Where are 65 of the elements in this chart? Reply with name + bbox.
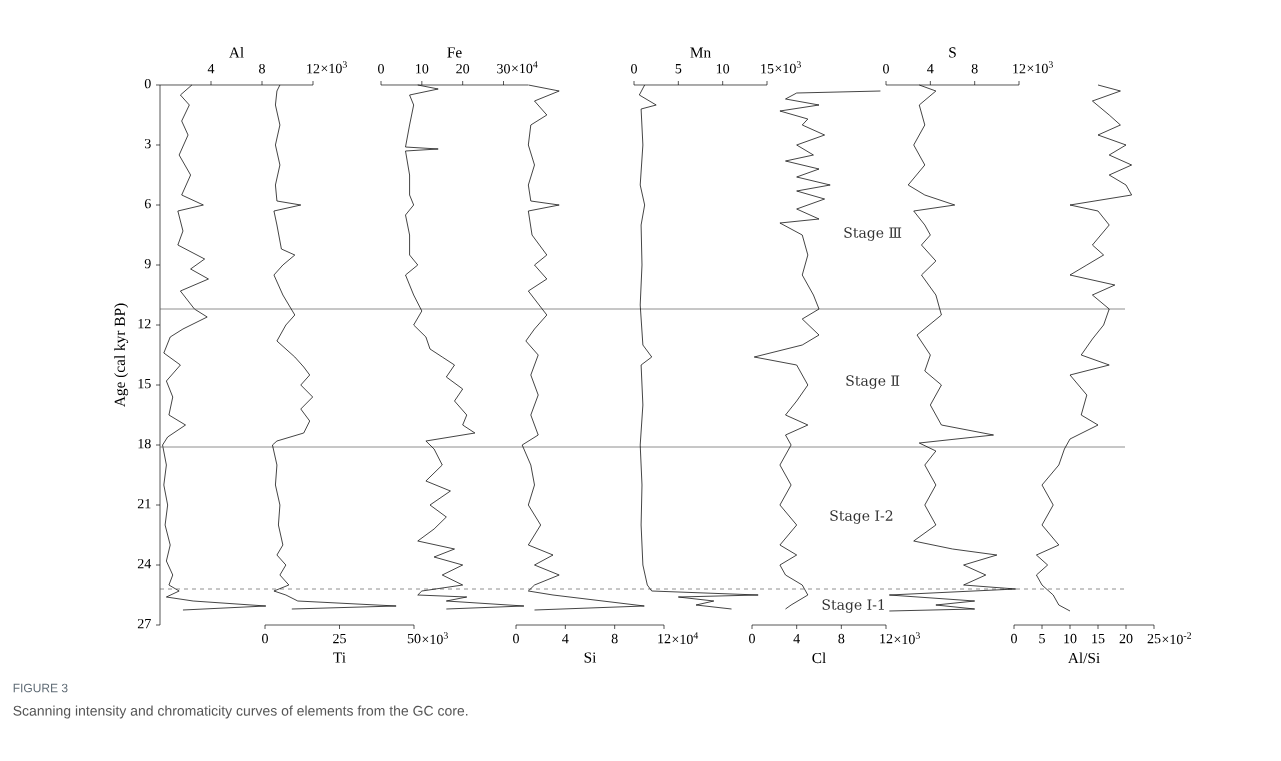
annotation: Stage Ⅰ-1 (822, 599, 884, 613)
y-tick-label: 21 (137, 498, 151, 509)
x-tick-label: 5 (675, 64, 682, 74)
y-tick-label: 15 (138, 378, 151, 389)
x-tick-label: 20 (456, 63, 470, 74)
y-tick-label: 27 (137, 618, 151, 629)
text: ×10$^{4}$ (512, 61, 538, 74)
x-axis-title: Si (584, 652, 597, 663)
x-tick-label: 8 (971, 63, 978, 74)
y-tick-label: 12 (138, 318, 151, 329)
x-tick-label: 0 (513, 633, 519, 644)
x-tick-label: 15 (761, 64, 774, 74)
text: ×10$^{3}$ (775, 61, 801, 74)
x-axis-title: Mn (690, 47, 711, 58)
x-tick-label: 25 (1147, 633, 1161, 644)
x-axis-title: Fe (447, 47, 462, 58)
x-tick-label: 12 (658, 633, 671, 644)
x-axis-title: S (949, 47, 956, 58)
x-tick-label: 8 (838, 633, 845, 644)
text: ×10$^{3}$ (894, 632, 920, 645)
x-tick-label: 4 (207, 64, 215, 74)
y-tick-label: 0 (144, 78, 151, 89)
text: ×10$^{3}$ (321, 61, 347, 74)
x-tick-label: 0 (378, 63, 384, 74)
x-tick-label: 50 (407, 633, 421, 644)
x-tick-label: 10 (716, 63, 730, 74)
text: FIGURE 3 (13, 683, 68, 693)
x-axis-title: Cl (812, 652, 826, 664)
y-tick-label: 6 (144, 198, 151, 209)
x-tick-label: 12 (307, 64, 320, 74)
x-axis-title: Ti (333, 652, 346, 663)
x-tick-label: 8 (259, 63, 265, 74)
x-tick-label: 4 (562, 633, 569, 644)
x-tick-label: 8 (611, 633, 618, 644)
annotation: Stage Ⅲ (844, 227, 902, 241)
text: ×10$^{3}$ (422, 632, 448, 645)
text: ×10$^{-2}$ (1162, 632, 1192, 645)
text: ×10$^{4}$ (672, 632, 699, 645)
x-tick-label: 25 (333, 633, 346, 644)
x-axis-title: Al (228, 46, 244, 58)
x-tick-label: 0 (883, 63, 889, 74)
x-tick-label: 10 (416, 63, 429, 74)
annotation: Stage Ⅱ (846, 375, 900, 389)
x-tick-label: 20 (1119, 633, 1133, 644)
x-tick-label: 5 (1039, 633, 1045, 644)
y-tick-label: 3 (144, 138, 151, 149)
x-tick-label: 12 (1013, 64, 1026, 74)
x-tick-label: 12 (880, 633, 893, 644)
x-tick-label: 10 (1064, 633, 1077, 644)
x-axis-title: Al/Si (1067, 652, 1100, 664)
x-tick-label: 0 (749, 633, 755, 644)
x-tick-label: 15 (1092, 633, 1105, 644)
text: Scanning intensity and chromaticity curves of elements from the GC core. (13, 705, 468, 719)
x-tick-label: 4 (793, 633, 800, 644)
annotation: Stage Ⅰ-2 (830, 510, 893, 524)
x-tick-label: 0 (1011, 633, 1017, 644)
y-axis-title: Age (cal kyr BP) (114, 303, 129, 408)
x-tick-label: 30 (497, 63, 510, 74)
y-tick-label: 18 (138, 438, 151, 449)
text: ×10$^{3}$ (1027, 61, 1053, 74)
y-tick-label: 9 (144, 258, 151, 269)
x-tick-label: 0 (262, 633, 268, 644)
y-tick-label: 24 (137, 558, 152, 569)
x-tick-label: 0 (631, 63, 637, 74)
x-tick-label: 4 (927, 64, 934, 74)
